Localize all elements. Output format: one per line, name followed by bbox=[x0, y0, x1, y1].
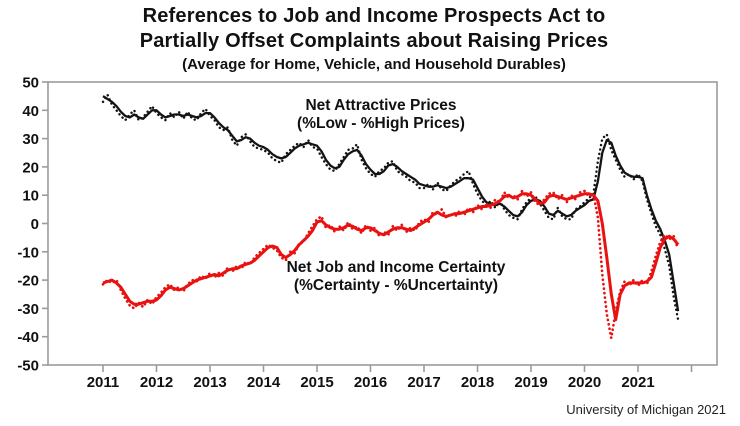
x-tick-label: 2012 bbox=[140, 374, 173, 391]
annotation-net-attractive-prices-line-1: Net Attractive Prices bbox=[305, 97, 457, 114]
y-tick-label: 10 bbox=[22, 188, 39, 205]
x-tick-label: 2015 bbox=[300, 374, 333, 391]
x-tick-label: 2018 bbox=[461, 374, 494, 391]
y-tick-label: -30 bbox=[17, 301, 39, 318]
annotation-net-job-income-certainty-line-2: (%Certainty - %Uncertainty) bbox=[293, 277, 499, 294]
annotation-net-job-income-certainty: Net Job and Income Certainty (%Certainty… bbox=[287, 259, 506, 295]
x-tick-label: 2014 bbox=[247, 374, 281, 391]
x-tick-label: 2016 bbox=[354, 374, 387, 391]
x-tick-label: 2019 bbox=[514, 374, 547, 391]
annotation-net-attractive-prices-line-2: (%Low - %High Prices) bbox=[297, 115, 465, 132]
y-tick-label: 50 bbox=[22, 75, 39, 92]
y-tick-label: -50 bbox=[17, 358, 39, 375]
annotation-net-job-income-certainty-line-1: Net Job and Income Certainty bbox=[286, 259, 506, 276]
x-tick-label: 2017 bbox=[407, 374, 440, 391]
chart-title-line-1: References to Job and Income Prospects A… bbox=[142, 5, 606, 27]
x-tick-label: 2020 bbox=[568, 374, 601, 391]
chart-title-line-2: Partially Offset Complaints about Raisin… bbox=[139, 30, 609, 52]
y-tick-label: 30 bbox=[22, 131, 39, 148]
y-tick-label: -20 bbox=[17, 273, 39, 290]
series-line-1-solid bbox=[102, 95, 680, 312]
y-tick-label: 20 bbox=[22, 159, 39, 176]
annotation-net-attractive-prices: Net Attractive Prices (%Low - %High Pric… bbox=[297, 97, 465, 133]
x-tick-label: 2021 bbox=[621, 374, 654, 391]
series-line-3-solid bbox=[102, 192, 680, 322]
source-credit: University of Michigan 2021 bbox=[566, 402, 726, 417]
x-tick-label: 2013 bbox=[193, 374, 226, 391]
x-tick-label: 2011 bbox=[87, 374, 120, 391]
chart-subtitle: (Average for Home, Vehicle, and Househol… bbox=[182, 56, 566, 73]
y-tick-label: 0 bbox=[31, 216, 39, 233]
y-tick-label: -10 bbox=[17, 244, 39, 261]
y-tick-label: -40 bbox=[17, 329, 39, 346]
chart-title-block: References to Job and Income Prospects A… bbox=[0, 4, 740, 74]
y-tick-label: 40 bbox=[22, 103, 39, 120]
